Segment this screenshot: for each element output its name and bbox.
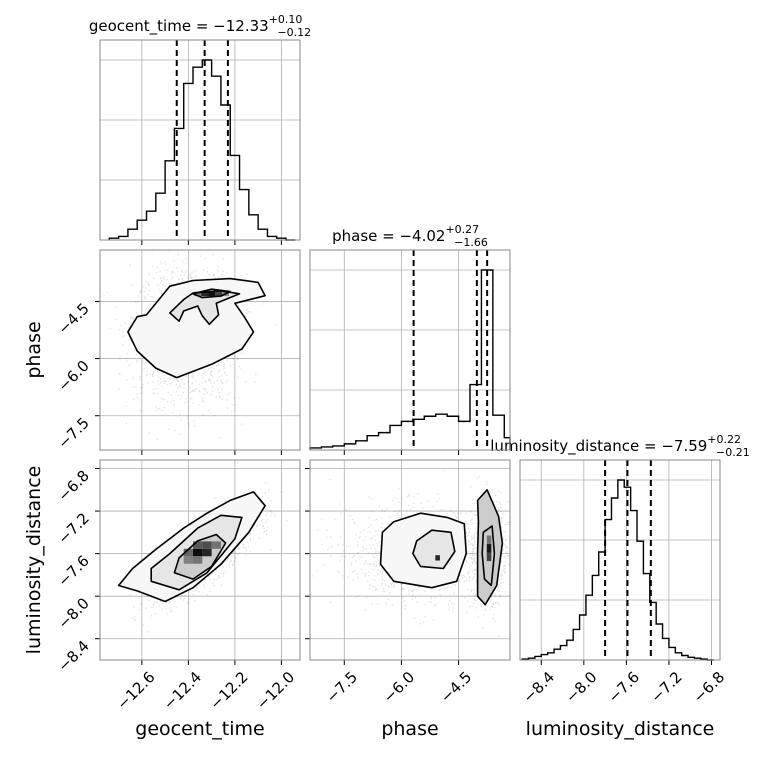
contour-fill-1 bbox=[412, 530, 455, 569]
chart-marks: −12.6 −12.4 −12.2 −12.0 −7.5 −6.0 −4.5 −8.4 −8.0… bbox=[54, 39, 728, 713]
density-cell bbox=[202, 548, 212, 557]
panel-frame bbox=[99, 39, 301, 241]
panel-phase-vs-luminosity_distance bbox=[305, 459, 511, 665]
panel-geocent_time-hist: geocent_time = −12.33+0.10 −0.12 bbox=[89, 13, 311, 39]
hist-luminosity_distance bbox=[519, 459, 721, 665]
panel-frame bbox=[99, 459, 301, 661]
panel-content bbox=[312, 469, 510, 638]
x-tick-label: −6.0 bbox=[380, 668, 418, 706]
x-tick-label: −12.0 bbox=[253, 668, 298, 713]
title-geocent_time-median: −12.33 bbox=[213, 17, 269, 35]
contour-line-2 bbox=[173, 533, 227, 580]
density-cell bbox=[202, 541, 212, 549]
panel-frame bbox=[309, 459, 511, 661]
hist-step-geocent_time bbox=[108, 59, 296, 241]
hist-step-phase bbox=[309, 269, 511, 450]
contour-line-0 bbox=[127, 277, 266, 379]
title-phase-name: phase bbox=[332, 227, 377, 245]
title-phase-median: −4.02 bbox=[399, 227, 445, 245]
y-tick-label: −7.6 bbox=[54, 552, 92, 590]
panel-frame bbox=[309, 249, 511, 451]
y-tick-label: −6.0 bbox=[54, 357, 92, 395]
panel-geocent_time-vs-luminosity_distance bbox=[95, 459, 301, 665]
density-cell bbox=[211, 541, 221, 549]
title-geocent_time-name: geocent_time bbox=[89, 17, 191, 36]
density-cell bbox=[435, 555, 440, 561]
scatter-points bbox=[312, 469, 510, 638]
panel-content bbox=[117, 482, 288, 633]
y-tick-label: −4.5 bbox=[54, 300, 92, 338]
hist-step-luminosity_distance bbox=[521, 479, 714, 661]
y-tick-label: −8.4 bbox=[54, 637, 92, 675]
x-tick-label: −7.6 bbox=[605, 668, 643, 706]
title-luminosity_distance-median: −7.59 bbox=[661, 437, 707, 455]
contour-line-2 bbox=[192, 288, 231, 299]
y-axis-label-luminosity_distance: luminosity_distance bbox=[23, 466, 45, 655]
density-cell bbox=[208, 291, 216, 297]
x-tick-label: −7.2 bbox=[647, 668, 685, 706]
contour-line-1 bbox=[150, 514, 243, 591]
panel-frame bbox=[519, 459, 721, 661]
x-tick-label: −8.0 bbox=[562, 668, 600, 706]
contour-line-2 bbox=[476, 489, 504, 606]
x-tick-label: −12.6 bbox=[113, 668, 158, 713]
contour-line-0 bbox=[379, 512, 467, 589]
density-cell bbox=[486, 535, 492, 545]
title-geocent_time-minus: −0.12 bbox=[277, 26, 311, 39]
title-phase: phase = −4.02+0.27 −1.66 bbox=[332, 223, 488, 249]
y-tick-label: −7.2 bbox=[54, 509, 92, 547]
panel-phase-hist: phase = −4.02+0.27 −1.66 bbox=[332, 223, 488, 249]
hist-geocent_time bbox=[99, 39, 301, 245]
y-tick-label: −8.0 bbox=[54, 594, 92, 632]
density-cell bbox=[201, 291, 209, 297]
panel-content bbox=[103, 250, 277, 441]
y-tick-label: −6.8 bbox=[54, 467, 92, 505]
x-tick-label: −12.2 bbox=[206, 668, 251, 713]
panel-frame bbox=[99, 249, 301, 451]
panel-geocent_time-vs-phase bbox=[95, 249, 301, 455]
x-tick-label: −6.8 bbox=[690, 668, 728, 706]
x-tick-label: −7.5 bbox=[323, 668, 361, 706]
density-cell bbox=[183, 556, 194, 564]
density-cell bbox=[193, 541, 203, 549]
title-phase-plus: +0.27 bbox=[445, 223, 479, 236]
x-tick-label: −8.4 bbox=[520, 668, 558, 706]
contour-fill-1 bbox=[169, 290, 240, 325]
y-axis-label-phase: phase bbox=[23, 321, 45, 378]
y-tick-label: −7.5 bbox=[54, 414, 92, 452]
hist-phase bbox=[309, 249, 511, 455]
panel-luminosity_distance-hist: luminosity_distance = −7.59+0.22 −0.21 bbox=[490, 433, 749, 459]
density-cell bbox=[486, 544, 492, 553]
title-luminosity_distance-name: luminosity_distance bbox=[490, 437, 639, 456]
x-axis-label-luminosity_distance: luminosity_distance bbox=[526, 718, 715, 740]
density-cell bbox=[193, 556, 203, 564]
contour-line-1 bbox=[412, 529, 456, 570]
title-luminosity_distance-minus: −0.21 bbox=[716, 446, 750, 459]
contour-fill-0 bbox=[127, 278, 266, 378]
title-luminosity_distance: luminosity_distance = −7.59+0.22 −0.21 bbox=[490, 433, 749, 459]
title-geocent_time: geocent_time = −12.33+0.10 −0.12 bbox=[89, 13, 311, 39]
contour-line-3 bbox=[481, 525, 496, 587]
contour-line-0 bbox=[117, 491, 266, 603]
x-axis-label-phase: phase bbox=[381, 718, 438, 740]
density-cell bbox=[193, 548, 203, 557]
x-tick-label: −4.5 bbox=[437, 668, 475, 706]
density-cell bbox=[215, 291, 223, 297]
x-tick-label: −12.4 bbox=[160, 668, 205, 713]
title-phase-minus: −1.66 bbox=[454, 236, 488, 249]
title-luminosity_distance-plus: +0.22 bbox=[707, 433, 741, 446]
density-cell bbox=[183, 548, 194, 557]
x-axis-label-geocent_time: geocent_time bbox=[135, 718, 264, 740]
density-cell bbox=[486, 552, 492, 562]
density-cell bbox=[194, 291, 202, 297]
title-geocent_time-plus: +0.10 bbox=[269, 13, 303, 26]
